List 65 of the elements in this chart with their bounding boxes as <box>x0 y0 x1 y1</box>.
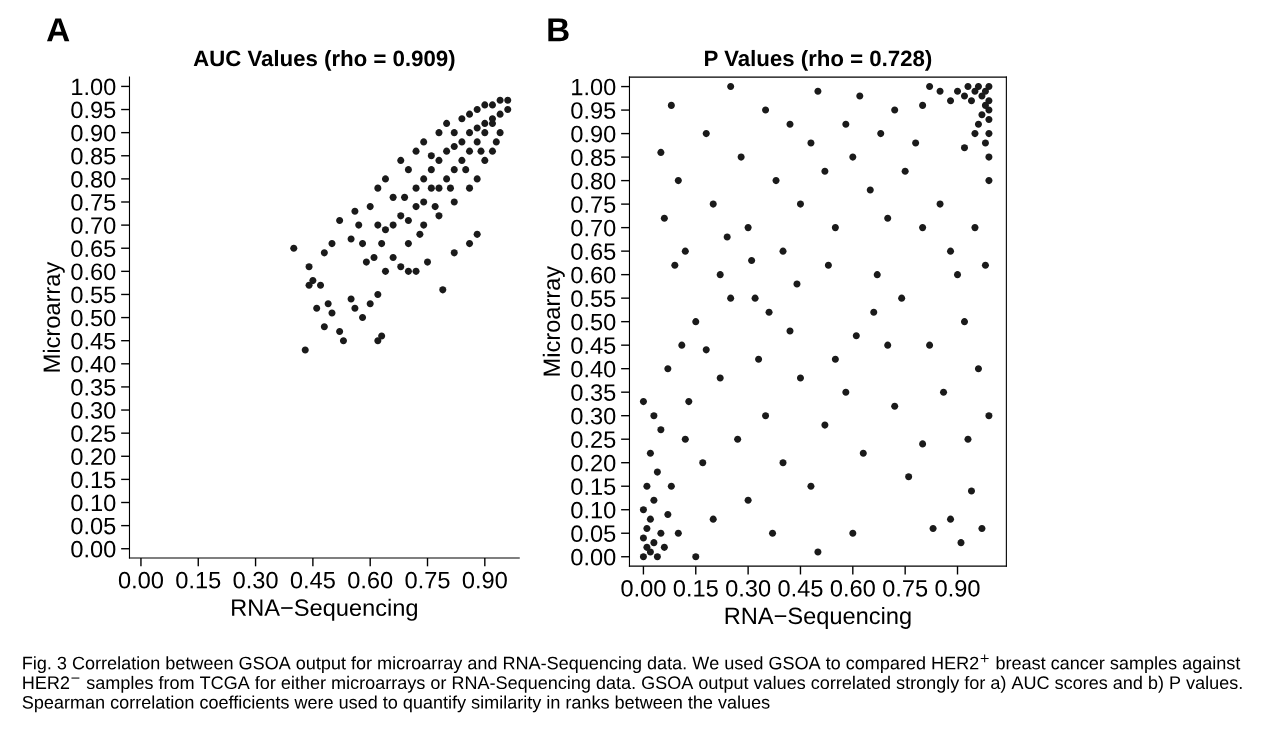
y-axis-title: Microarray <box>542 265 565 376</box>
y-tick-label: 0.80 <box>571 172 616 190</box>
y-tick-label: 0.75 <box>571 196 616 213</box>
y-tick-label: 0.20 <box>571 454 616 472</box>
chart-title: AUC Values (rho = 0.909) <box>193 49 455 71</box>
y-tick-label: 0.60 <box>571 266 616 284</box>
y-tick-label: 0.55 <box>71 286 116 304</box>
x-tick-label: 0.15 <box>176 571 221 589</box>
y-tick-label: 0.25 <box>71 425 116 442</box>
y-tick-label: 0.20 <box>71 448 116 466</box>
y-tick-label: 0.05 <box>571 525 616 543</box>
y-tick-label: 0.05 <box>71 517 116 535</box>
x-tick-label: 0.00 <box>118 571 163 589</box>
y-tick-label: 0.10 <box>71 494 116 512</box>
y-tick-label: 0.40 <box>71 355 116 373</box>
y-tick-label: 0.00 <box>71 540 116 558</box>
y-tick-label: 0.50 <box>71 309 116 327</box>
y-tick-label: 0.70 <box>71 217 116 234</box>
text: A <box>46 18 70 42</box>
x-tick-label: 0.45 <box>290 571 335 589</box>
chart-title: P Values (rho = 0.728) <box>705 49 932 71</box>
y-tick-label: 0.55 <box>571 290 616 307</box>
x-tick-label: 0.90 <box>935 579 980 597</box>
y-tick-label: 0.90 <box>71 124 116 142</box>
x-axis-title: RNA−Sequencing <box>725 606 911 629</box>
y-tick-label: 0.95 <box>571 102 616 119</box>
y-tick-label: 0.95 <box>71 101 116 119</box>
y-tick-label: 0.00 <box>571 548 616 566</box>
x-tick-label: 0.60 <box>830 579 875 597</box>
y-axis-title: Microarray <box>42 261 65 372</box>
y-tick-label: 0.15 <box>71 471 116 489</box>
x-tick-label: 0.45 <box>778 579 823 597</box>
y-tick-label: 0.60 <box>71 263 116 281</box>
x-tick-label: 0.00 <box>621 579 666 597</box>
y-tick-label: 0.30 <box>71 402 116 419</box>
y-tick-label: 0.25 <box>571 431 616 448</box>
y-tick-label: 0.45 <box>571 337 616 354</box>
y-tick-label: 0.30 <box>571 407 616 425</box>
text: Fig. 3 Correlation between GSOA output for microarray and RNA-Sequencing data. We used GSOA to compared HER2$^{+}$ breast cancer samples against HER2$^{−}$ samples from TCGA for either microarrays or RNA-Sequencing data. GSOA output values correlated strongly for a) AUC scores and b) P values. Spearman correlation coefficients were used to quantify similarity in ranks between the values <box>22 654 1242 713</box>
x-tick-label: 0.30 <box>233 571 278 589</box>
text: B <box>548 18 569 42</box>
y-tick-label: 0.35 <box>571 384 616 401</box>
x-axis-title: RNA−Sequencing <box>232 598 418 621</box>
y-tick-label: 0.65 <box>71 240 116 258</box>
x-tick-label: 0.75 <box>883 579 928 597</box>
y-tick-label: 0.65 <box>571 243 616 260</box>
y-tick-label: 0.70 <box>571 219 616 237</box>
x-tick-label: 0.60 <box>348 571 393 589</box>
y-tick-label: 0.40 <box>571 360 616 378</box>
x-tick-label: 0.90 <box>462 571 507 589</box>
y-tick-label: 0.15 <box>571 478 616 495</box>
y-tick-label: 0.10 <box>571 501 616 519</box>
y-tick-label: 0.90 <box>571 125 616 143</box>
y-tick-label: 1.00 <box>572 78 616 96</box>
y-tick-label: 0.85 <box>71 147 116 165</box>
x-tick-label: 0.30 <box>726 579 771 597</box>
y-tick-label: 0.80 <box>71 170 116 188</box>
y-tick-label: 0.85 <box>571 149 616 166</box>
x-tick-label: 0.15 <box>673 579 718 597</box>
y-tick-label: 0.75 <box>71 194 116 211</box>
y-tick-label: 0.50 <box>571 313 616 331</box>
y-tick-label: 1.00 <box>72 78 116 96</box>
x-tick-label: 0.75 <box>405 571 450 589</box>
y-tick-label: 0.35 <box>71 378 116 396</box>
y-tick-label: 0.45 <box>71 332 116 350</box>
